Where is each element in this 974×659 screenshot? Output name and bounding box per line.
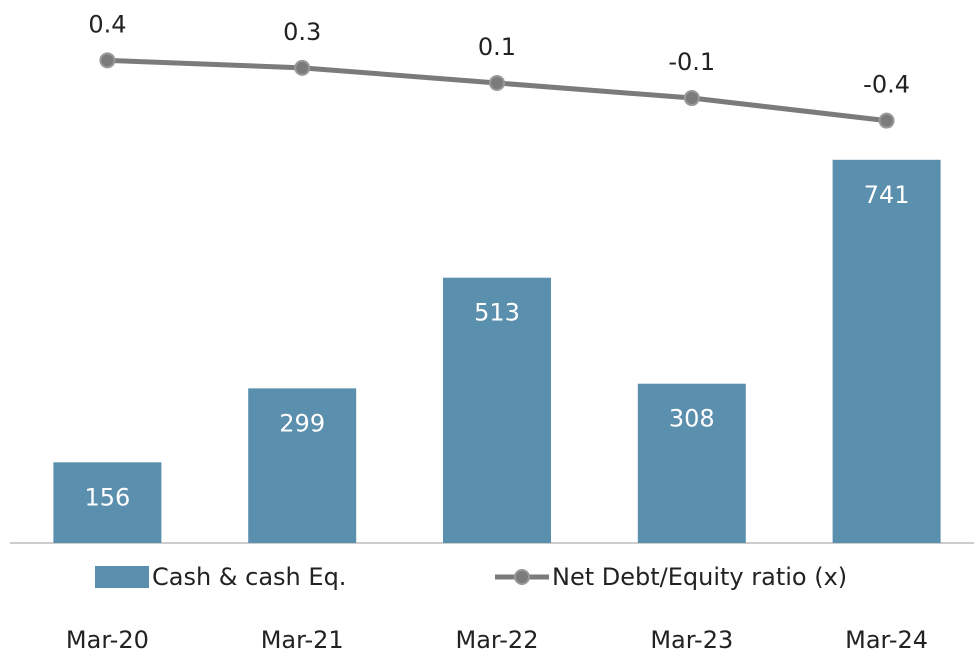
bar	[832, 159, 941, 543]
line-value-label: 0.4	[88, 10, 126, 38]
bar-value-label: 308	[669, 405, 715, 433]
bar	[637, 383, 746, 543]
bar-value-label: 299	[279, 409, 325, 437]
line-value-label: -0.4	[863, 71, 910, 99]
line-marker	[878, 112, 895, 129]
legend-marker	[514, 569, 530, 585]
legend-swatch	[95, 566, 149, 588]
bar	[53, 462, 162, 543]
bar-value-label: 513	[474, 299, 520, 327]
line-marker	[294, 59, 311, 76]
line-marker	[683, 90, 700, 107]
line-marker	[99, 52, 116, 69]
legend-label: Cash & cash Eq.	[152, 563, 346, 591]
bar	[443, 277, 551, 543]
x-tick-label: Mar-20	[66, 626, 149, 654]
line-value-label: 0.1	[478, 33, 516, 61]
line-value-label: -0.1	[668, 48, 715, 76]
bar-value-label: 156	[84, 483, 130, 511]
bar	[248, 388, 357, 543]
x-tick-label: Mar-21	[261, 626, 344, 654]
x-tick-label: Mar-23	[650, 626, 733, 654]
bar-value-label: 741	[864, 181, 910, 209]
x-tick-label: Mar-22	[456, 626, 539, 654]
legend-label: Net Debt/Equity ratio (x)	[552, 563, 847, 591]
line-marker	[489, 74, 505, 91]
x-tick-label: Mar-24	[845, 626, 928, 654]
line-value-label: 0.3	[283, 18, 321, 46]
